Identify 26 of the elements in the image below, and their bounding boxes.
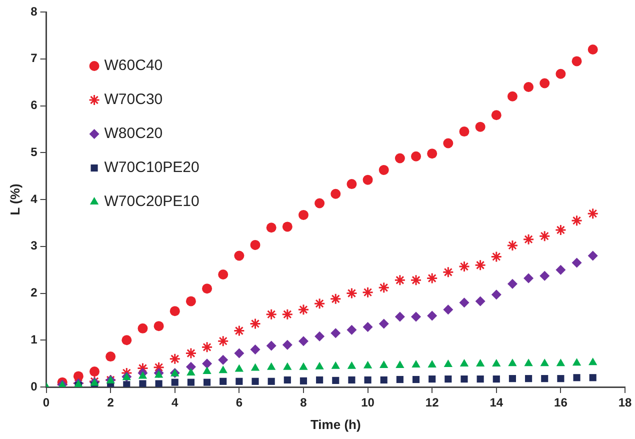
- x-tick-label: 10: [361, 396, 375, 410]
- y-tick-label: 1: [30, 332, 38, 346]
- x-axis-title: Time (h): [310, 416, 361, 432]
- x-tick-label: 2: [107, 396, 114, 410]
- y-tick-label: 6: [30, 98, 38, 112]
- y-tick-label: 5: [30, 144, 38, 159]
- x-tick-label: 16: [554, 396, 568, 410]
- y-axis-title: L (%): [7, 184, 22, 216]
- y-tick-label: 8: [30, 4, 38, 18]
- x-tick-label: 4: [172, 396, 179, 410]
- legend-label: W70C10PE20: [104, 159, 200, 176]
- x-tick-label: 14: [490, 396, 504, 410]
- x-tick-label: 12: [425, 396, 440, 410]
- y-tick-label: 3: [30, 238, 38, 253]
- x-tick-label: 0: [42, 396, 50, 410]
- y-tick-label: 4: [30, 192, 38, 206]
- y-tick-label: 0: [30, 379, 38, 394]
- legend-label: W70C20PE10: [104, 193, 200, 210]
- legend-label: W70C30: [104, 91, 163, 108]
- legend-label: W60C40: [104, 57, 163, 74]
- x-tick-label: 6: [236, 396, 243, 410]
- y-tick-label: 7: [30, 51, 38, 66]
- y-tick-label: 2: [30, 286, 38, 300]
- legend-label: W80C20: [104, 125, 163, 142]
- x-tick-label: 8: [300, 396, 308, 410]
- x-tick-label: 18: [618, 396, 632, 410]
